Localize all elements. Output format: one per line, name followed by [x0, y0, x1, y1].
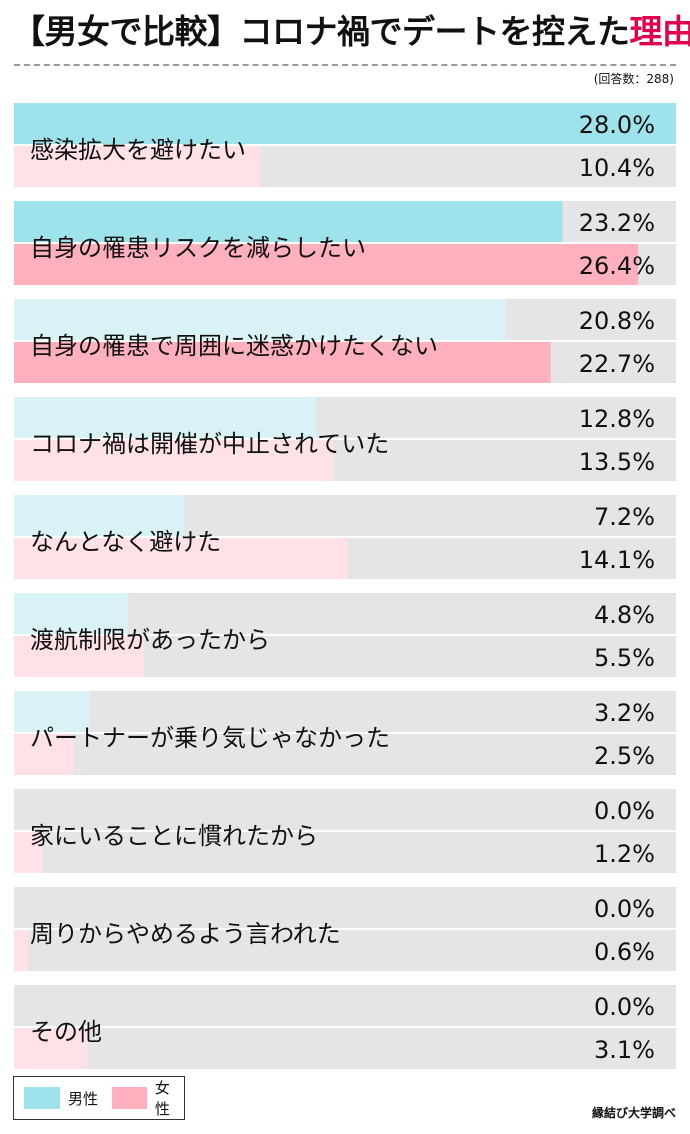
page-title: 【男女で比較】コロナ禍でデートを控えた理由 [12, 6, 690, 58]
value-label-male: 12.8% [579, 405, 655, 433]
bar-track-female [14, 832, 676, 873]
value-label-male: 0.0% [594, 895, 655, 923]
category-group: 家にいることに慣れたから 0.0% 1.2% [14, 789, 676, 873]
source-credit: 縁結び大学調べ [591, 1106, 676, 1120]
bar-track-male [14, 789, 676, 830]
bar-track-male [14, 691, 676, 732]
value-label-male: 0.0% [594, 993, 655, 1021]
category-label: 自身の罹患リスクを減らしたい [30, 234, 366, 262]
bar-track-male [14, 887, 676, 928]
bar-male [14, 691, 90, 732]
bar-female [14, 538, 348, 579]
bar-male [14, 103, 676, 144]
legend-item-female: 女性 [112, 1079, 184, 1118]
title-main: 【男女で比較】コロナ禍でデートを控えた [12, 12, 630, 51]
bar-female [14, 244, 639, 285]
category-group: 渡航制限があったから 4.8% 5.5% [14, 593, 676, 677]
category-group: パートナーが乗り気じゃなかった 3.2% 2.5% [14, 691, 676, 775]
category-group: 周りからやめるよう言われた 0.0% 0.6% [14, 887, 676, 971]
category-group: なんとなく避けた 7.2% 14.1% [14, 495, 676, 579]
respondent-count: (回答数：288) [593, 72, 674, 86]
value-label-female: 3.1% [594, 1036, 655, 1064]
bar-female [14, 636, 145, 677]
bar-female [14, 1028, 88, 1069]
category-label: 自身の罹患で周囲に迷惑かけたくない [30, 332, 438, 360]
legend-swatch-male [24, 1087, 60, 1109]
category-label: 渡航制限があったから [30, 626, 270, 654]
category-label: なんとなく避けた [30, 528, 221, 556]
value-label-female: 13.5% [579, 448, 655, 476]
category-label: パートナーが乗り気じゃなかった [30, 724, 390, 752]
value-label-female: 1.2% [594, 840, 655, 868]
bar-female [14, 342, 551, 383]
value-label-female: 10.4% [579, 154, 655, 182]
bar-track-female [14, 1028, 676, 1069]
bar-female [14, 832, 43, 873]
value-label-female: 26.4% [579, 252, 655, 280]
category-label: その他 [30, 1018, 102, 1046]
legend-swatch-female [112, 1087, 147, 1109]
bar-track-male [14, 985, 676, 1026]
bar-female [14, 930, 29, 971]
legend-label-female: 女性 [154, 1079, 170, 1118]
value-label-female: 14.1% [579, 546, 655, 574]
bar-track-female [14, 734, 676, 775]
value-label-female: 5.5% [594, 644, 655, 672]
value-label-female: 2.5% [594, 742, 655, 770]
bar-male [14, 201, 563, 242]
category-group: 自身の罹患リスクを減らしたい 23.2% 26.4% [14, 201, 676, 285]
legend-item-male: 男性 [24, 1087, 98, 1109]
bar-female [14, 734, 74, 775]
value-label-male: 23.2% [579, 209, 655, 237]
category-label: コロナ禍は開催が中止されていた [30, 430, 389, 458]
value-label-male: 20.8% [579, 307, 655, 335]
value-label-male: 7.2% [594, 503, 655, 531]
value-label-male: 4.8% [594, 601, 655, 629]
value-label-female: 22.7% [579, 350, 655, 378]
category-label: 家にいることに慣れたから [30, 822, 318, 850]
category-group: コロナ禍は開催が中止されていた 12.8% 13.5% [14, 397, 676, 481]
title-divider [14, 64, 676, 66]
value-label-female: 0.6% [594, 938, 655, 966]
bar-female [14, 440, 334, 481]
bar-track-female [14, 930, 676, 971]
category-group: 感染拡大を避けたい 28.0% 10.4% [14, 103, 676, 187]
legend: 男性 女性 [13, 1076, 185, 1120]
category-label: 感染拡大を避けたい [30, 136, 246, 164]
bar-female [14, 146, 260, 187]
legend-label-male: 男性 [68, 1089, 99, 1108]
value-label-male: 3.2% [594, 699, 655, 727]
title-accent: 理由 [629, 12, 690, 51]
bar-male [14, 495, 185, 536]
category-label: 周りからやめるよう言われた [30, 920, 341, 948]
value-label-male: 0.0% [594, 797, 655, 825]
category-group: 自身の罹患で周囲に迷惑かけたくない 20.8% 22.7% [14, 299, 676, 383]
bar-male [14, 299, 506, 340]
value-label-male: 28.0% [579, 111, 655, 139]
category-group: その他 0.0% 3.1% [14, 985, 676, 1069]
bar-male [14, 397, 317, 438]
bar-male [14, 593, 128, 634]
